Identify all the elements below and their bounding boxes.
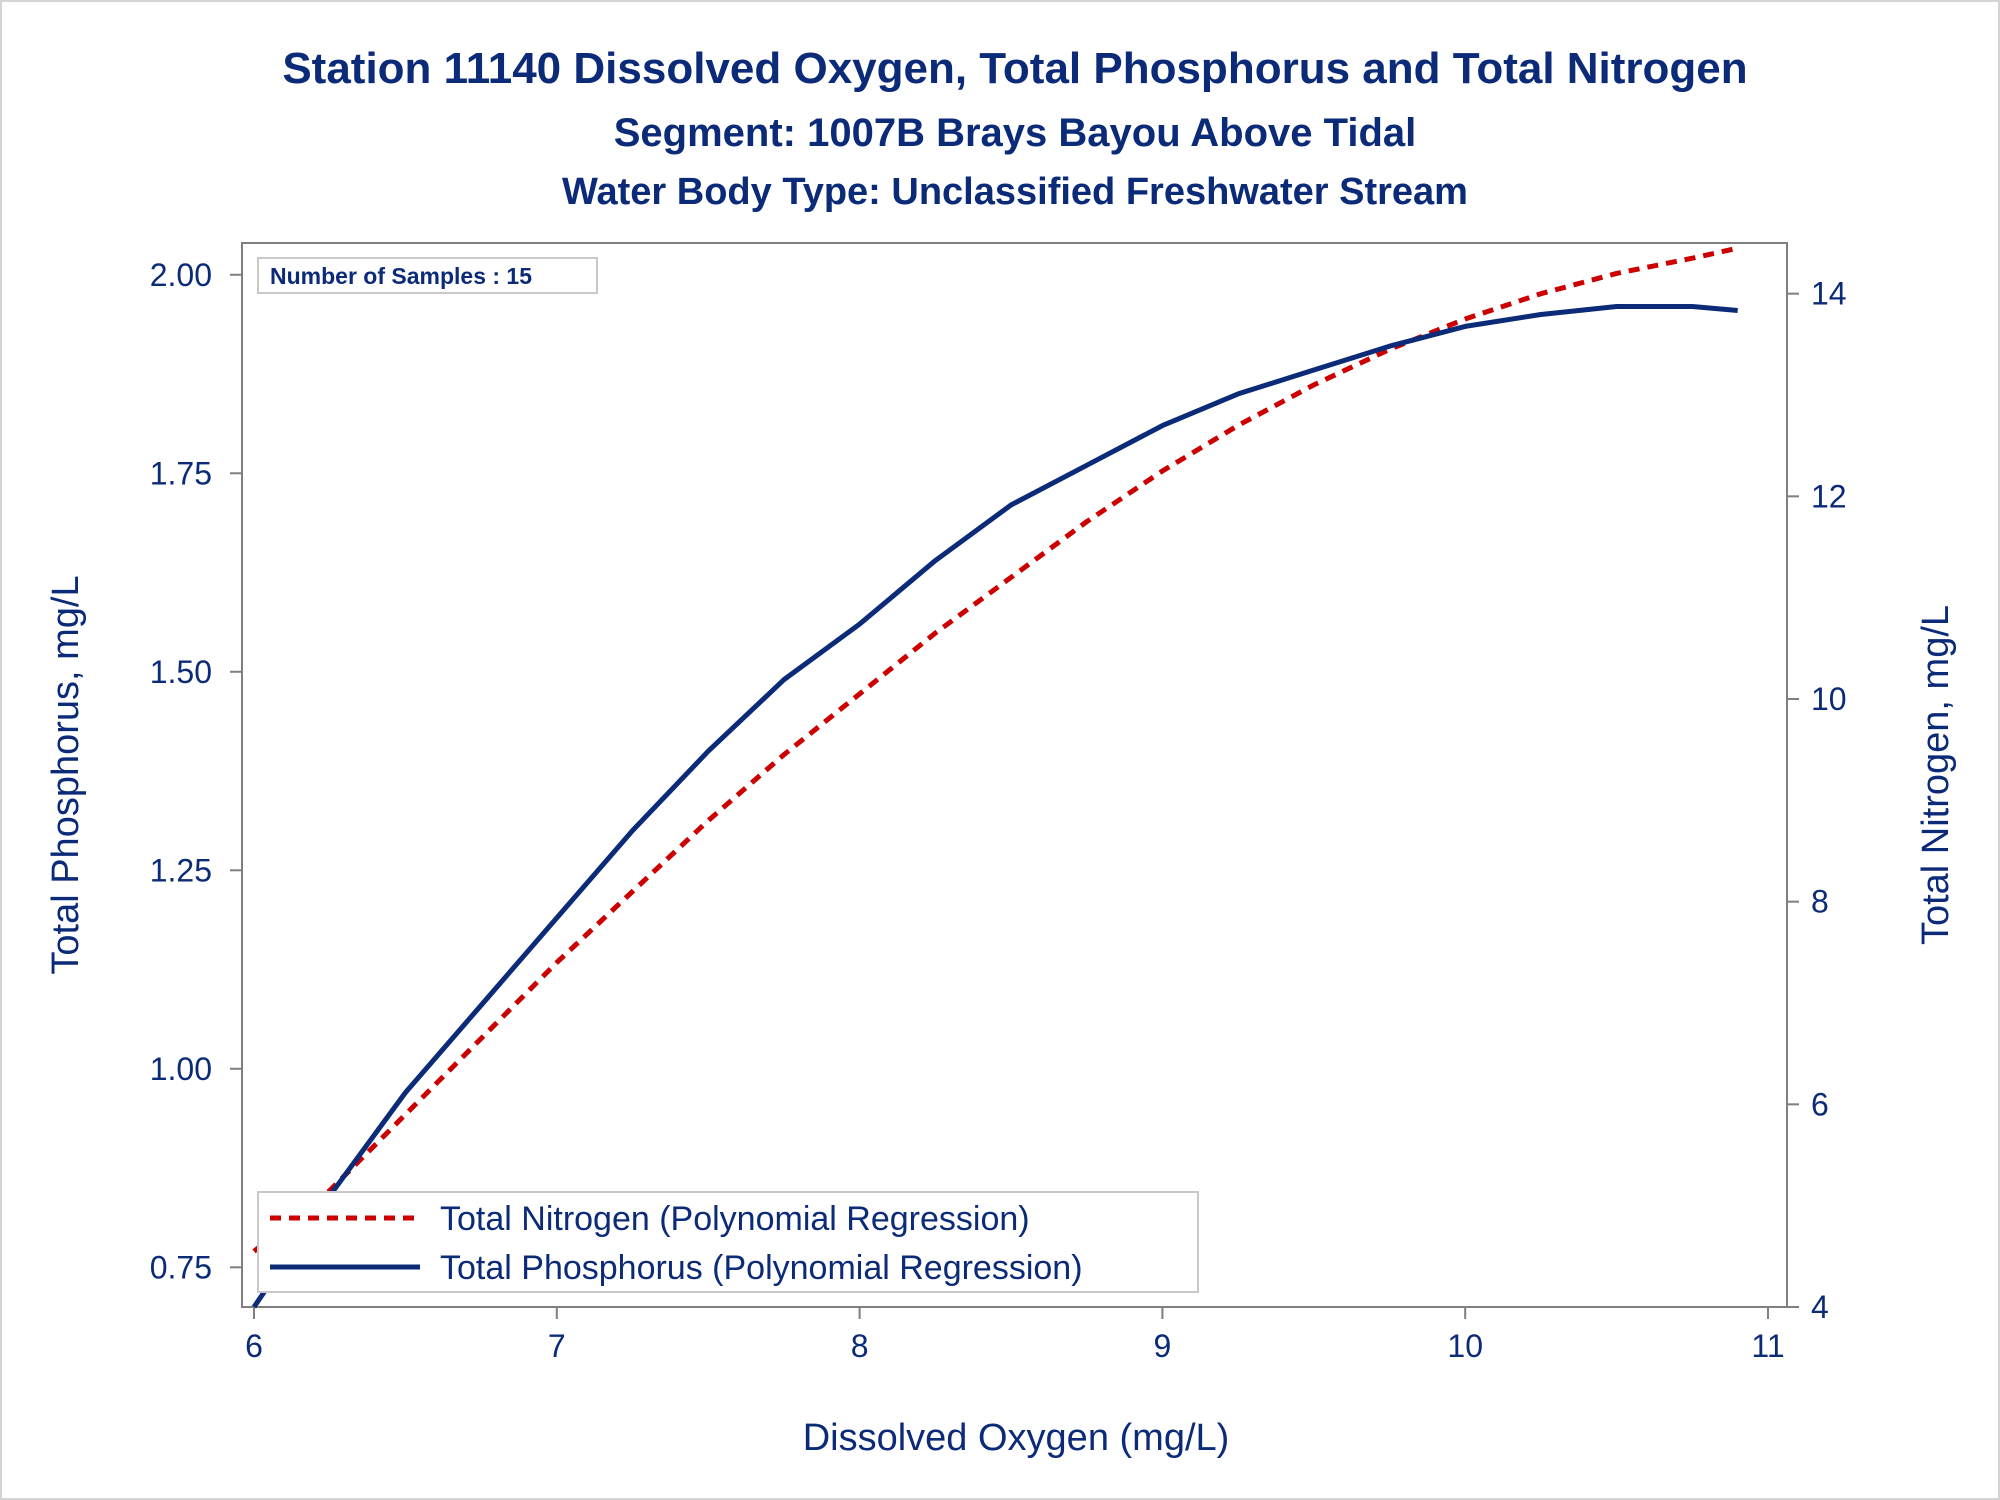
x-tick-label: 9 — [1154, 1328, 1172, 1364]
y-tick-label: 1.25 — [150, 852, 212, 888]
legend: Total Nitrogen (Polynomial Regression) T… — [257, 1191, 1199, 1293]
legend-label-phosphorus: Total Phosphorus (Polynomial Regression) — [440, 1249, 1083, 1287]
y2-axis-label: Total Nitrogen, mg/L — [1915, 605, 1957, 945]
y-axis-left: 0.75 1.00 1.25 1.50 1.75 2.00 — [150, 257, 242, 1285]
chart-subtitle-2: Water Body Type: Unclassified Freshwater… — [562, 171, 1468, 213]
y2-tick-label: 6 — [1811, 1086, 1829, 1122]
x-axis-label: Dissolved Oxygen (mg/L) — [803, 1417, 1230, 1459]
y2-tick-label: 10 — [1811, 681, 1847, 717]
y-tick-label: 1.00 — [150, 1051, 212, 1087]
x-tick-label: 8 — [851, 1328, 869, 1364]
x-tick-label: 6 — [245, 1328, 263, 1364]
legend-frame — [257, 1191, 1199, 1293]
y-axis-right: 4 6 8 10 12 14 — [1787, 276, 1847, 1325]
y2-tick-label: 4 — [1811, 1289, 1829, 1325]
x-axis: 6 7 8 9 10 11 — [245, 1307, 1785, 1364]
y2-tick-label: 8 — [1811, 884, 1829, 920]
plot-area — [241, 242, 1788, 1308]
series-line-nitrogen — [252, 245, 1739, 1254]
chart-subtitle: Segment: 1007B Brays Bayou Above Tidal — [614, 111, 1417, 155]
y-tick-label: 2.00 — [150, 257, 212, 293]
x-tick-label: 7 — [548, 1328, 566, 1364]
x-tick-label: 10 — [1447, 1328, 1483, 1364]
x-tick-label: 11 — [1751, 1328, 1784, 1364]
legend-label-nitrogen: Total Nitrogen (Polynomial Regression) — [440, 1200, 1030, 1238]
y2-tick-label: 12 — [1811, 478, 1847, 514]
y-tick-label: 0.75 — [150, 1249, 212, 1285]
y-tick-label: 1.50 — [150, 654, 212, 690]
y-axis-label: Total Phosphorus, mg/L — [45, 575, 87, 974]
y-tick-label: 1.75 — [150, 455, 212, 491]
series-line-phosphorus — [251, 304, 1738, 1309]
sample-count-frame — [257, 257, 598, 294]
chart-title: Station 11140 Dissolved Oxygen, Total Ph… — [282, 44, 1747, 93]
sample-count-box: Number of Samples : 15 — [257, 257, 598, 294]
y2-tick-label: 14 — [1811, 276, 1847, 312]
series-layer — [251, 245, 1739, 1309]
sample-count-label: Number of Samples : 15 — [270, 263, 532, 289]
